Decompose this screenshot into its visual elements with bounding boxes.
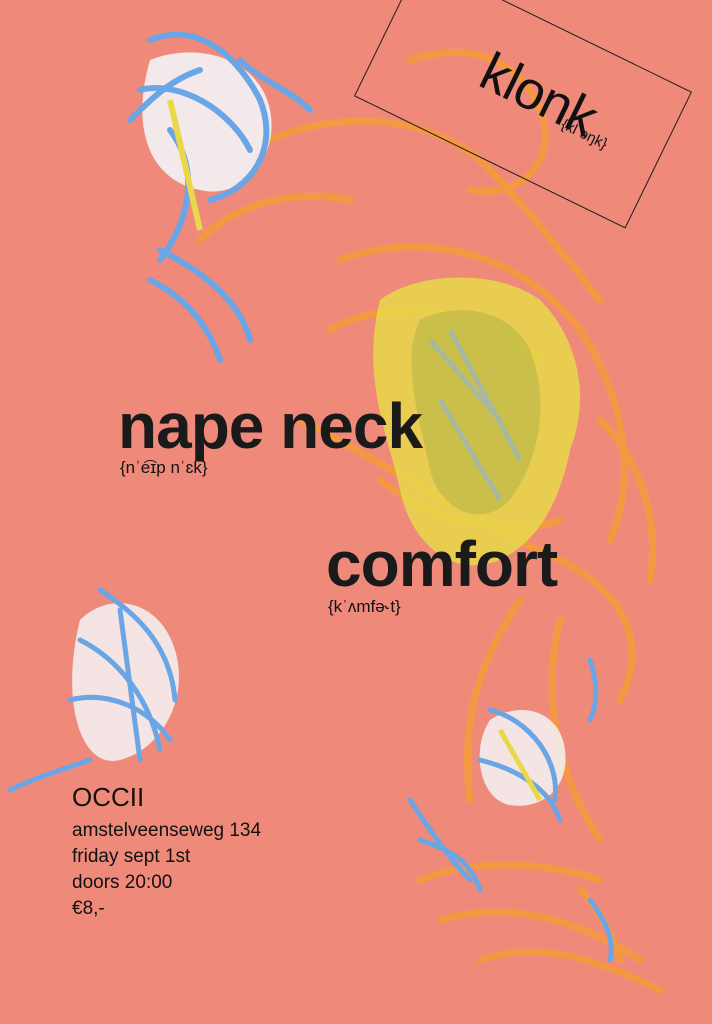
band-name-comfort: comfort (326, 528, 558, 600)
doors-time: doors 20:00 (72, 872, 173, 893)
blue-scribble-bottom-right (407, 657, 614, 963)
event-date: friday sept 1st (72, 846, 191, 867)
venue-name: OCCII (72, 782, 145, 812)
blue-scribble-left (7, 587, 179, 793)
band-pronunciation-comfort: {kˈʌmfə˞t} (328, 597, 401, 616)
ticket-price: €8,- (72, 898, 105, 919)
band-pronunciation-nape-neck: {nˈe͡ɪp nˈɛk} (120, 458, 208, 477)
yellow-blob (373, 277, 580, 566)
blue-scribble-top-left (127, 31, 313, 363)
venue-address: amstelveenseweg 134 (72, 820, 262, 841)
band-name-nape-neck: nape neck (118, 390, 423, 462)
